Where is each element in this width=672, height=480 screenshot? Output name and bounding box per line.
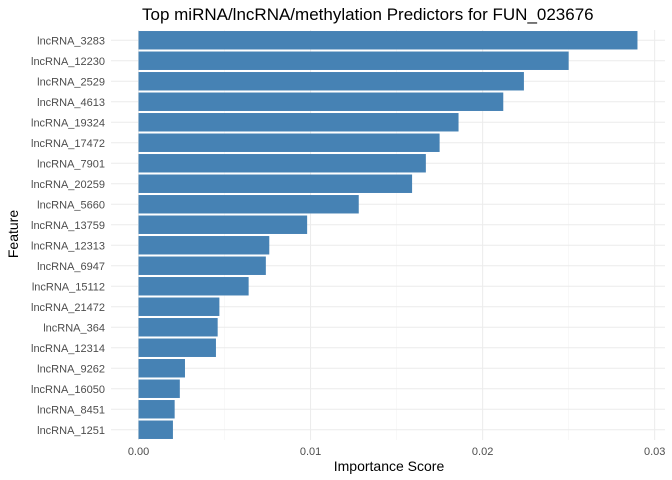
bar (138, 400, 175, 419)
bar (138, 195, 359, 214)
x-tick-labels: 0.00 0.01 0.02 0.03 (128, 446, 666, 458)
bar (138, 318, 218, 337)
bar (138, 72, 524, 91)
bar (138, 379, 180, 398)
bar (138, 338, 216, 357)
x-tick-label: 0.00 (128, 446, 149, 458)
bars (138, 31, 638, 439)
bar (138, 256, 266, 275)
y-tick-label: lncRNA_5660 (37, 199, 105, 211)
x-tick-label: 0.02 (472, 446, 493, 458)
y-tick-label: lncRNA_1251 (37, 425, 105, 437)
y-tick-label: lncRNA_19324 (31, 117, 105, 129)
bar (138, 359, 185, 378)
y-tick-label: lncRNA_16050 (31, 384, 105, 396)
y-tick-label: lncRNA_12230 (31, 56, 105, 68)
bar (138, 154, 426, 173)
bar (138, 174, 413, 193)
bar (138, 133, 440, 152)
y-tick-label: lncRNA_17472 (31, 138, 105, 150)
y-tick-label: lncRNA_4613 (37, 97, 105, 109)
bar (138, 92, 504, 111)
y-tick-label: lncRNA_13759 (31, 220, 105, 232)
y-axis-title: Feature (5, 210, 21, 258)
y-tick-label: lncRNA_8451 (37, 404, 105, 416)
y-tick-label: lncRNA_2529 (37, 76, 105, 88)
y-tick-label: lncRNA_7901 (37, 158, 105, 170)
y-tick-label: lncRNA_364 (43, 322, 105, 334)
y-tick-label: lncRNA_6947 (37, 261, 105, 273)
y-tick-label: lncRNA_9262 (37, 363, 105, 375)
bar (138, 113, 459, 132)
x-tick-label: 0.03 (644, 446, 665, 458)
bar (138, 277, 249, 296)
bar (138, 31, 638, 50)
bar (138, 51, 569, 70)
bar (138, 420, 173, 439)
y-tick-label: lncRNA_21472 (31, 302, 105, 314)
x-tick-label: 0.01 (300, 446, 321, 458)
y-tick-label: lncRNA_20259 (31, 179, 105, 191)
bar (138, 236, 270, 255)
chart-title: Top miRNA/lncRNA/methylation Predictors … (142, 5, 594, 24)
grid (111, 30, 665, 440)
y-tick-labels: lncRNA_3283 lncRNA_12230 lncRNA_2529 lncRNA… (31, 35, 105, 437)
y-tick-label: lncRNA_3283 (37, 35, 105, 47)
y-tick-label: lncRNA_12314 (31, 343, 105, 355)
bar (138, 215, 308, 234)
bar (138, 297, 220, 316)
x-axis-title: Importance Score (334, 458, 445, 474)
y-tick-label: lncRNA_15112 (32, 281, 105, 293)
y-tick-label: lncRNA_12313 (31, 240, 105, 252)
